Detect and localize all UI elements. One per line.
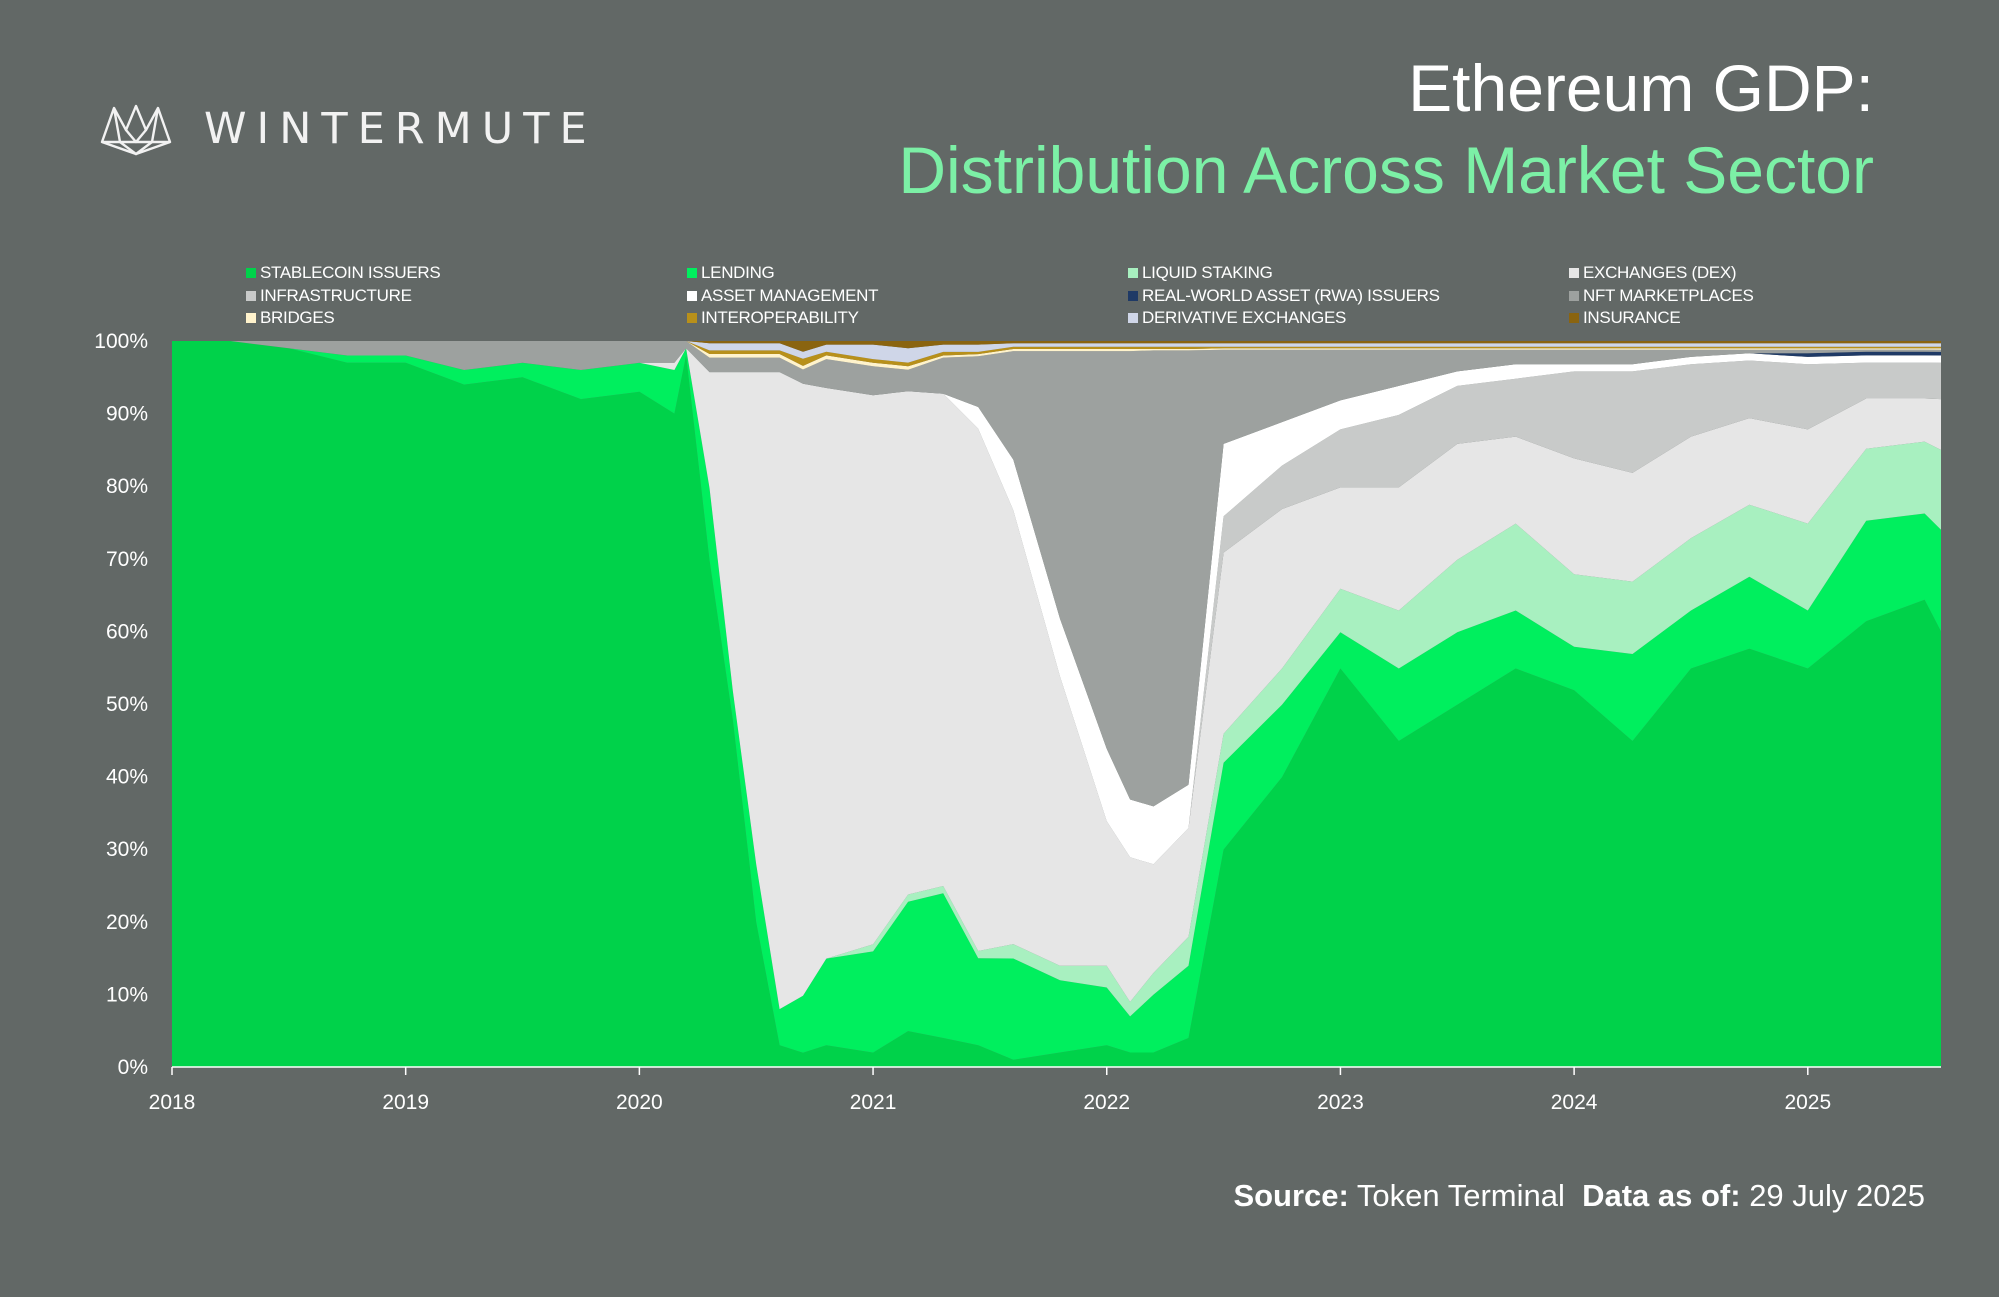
y-tick-label: 90% [106, 403, 148, 426]
legend-label: ASSET MANAGEMENT [701, 285, 879, 305]
legend-item: BRIDGES [246, 308, 335, 328]
legend-swatch [687, 313, 697, 323]
legend-item: NFT MARKETPLACES [1569, 286, 1754, 306]
legend-label: DERIVATIVE EXCHANGES [1142, 308, 1347, 327]
legend-swatch [1569, 313, 1579, 323]
x-tick-label: 2024 [1551, 1091, 1598, 1114]
legend-item: LENDING [687, 263, 775, 283]
y-tick-label: 100% [94, 330, 148, 353]
y-tick-label: 20% [106, 911, 148, 934]
legend-label: EXCHANGES (DEX) [1583, 263, 1737, 282]
legend-swatch [687, 290, 697, 301]
y-tick-label: 60% [106, 620, 148, 643]
y-tick-label: 80% [106, 475, 148, 498]
x-tick-label: 2019 [382, 1091, 429, 1114]
area-series-1 [172, 341, 1941, 1060]
legend-item: INTEROPERABILITY [687, 308, 859, 328]
legend-item: EXCHANGES (DEX) [1569, 263, 1737, 283]
source-value: Token Terminal [1356, 1178, 1565, 1213]
logo: WINTERMUTE [100, 100, 597, 158]
legend-label: STABLECOIN ISSUERS [260, 263, 441, 282]
x-tick-label: 2018 [149, 1091, 196, 1114]
x-tick-label: 2020 [616, 1091, 663, 1114]
area-series-0 [172, 341, 1941, 1067]
area-series-4 [172, 341, 1941, 865]
legend-swatch [1128, 290, 1138, 301]
legend-item: LIQUID STAKING [1128, 263, 1273, 283]
legend-swatch [1128, 313, 1138, 323]
legend-item: STABLECOIN ISSUERS [246, 263, 441, 283]
legend-label: LIQUID STAKING [1142, 263, 1273, 282]
area-series-3 [172, 341, 1941, 1010]
date-label: Data as of: [1582, 1178, 1741, 1213]
legend-swatch [1569, 268, 1579, 278]
legend-label: INSURANCE [1583, 308, 1681, 327]
legend-label: INFRASTRUCTURE [260, 285, 412, 305]
area-series-10 [172, 341, 1941, 363]
legend-swatch [246, 290, 256, 301]
legend-item: REAL-WORLD ASSET (RWA) ISSUERS [1128, 286, 1440, 306]
legend-swatch [246, 268, 256, 278]
legend-item: INSURANCE [1569, 308, 1681, 328]
legend-label: INTEROPERABILITY [701, 308, 859, 327]
x-tick-label: 2025 [1784, 1091, 1831, 1114]
legend-swatch [1569, 290, 1579, 301]
area-series-7 [172, 341, 1941, 807]
legend-swatch [246, 313, 256, 323]
area-series-9 [172, 341, 1941, 367]
legend-item: INFRASTRUCTURE [246, 286, 412, 306]
y-tick-label: 50% [106, 693, 148, 716]
area-series-11 [172, 341, 1941, 352]
legend-label: LENDING [701, 263, 775, 282]
y-tick-label: 10% [106, 983, 148, 1006]
y-tick-label: 30% [106, 838, 148, 861]
y-tick-label: 70% [106, 548, 148, 571]
source-label: Source: [1233, 1178, 1349, 1213]
legend-label: BRIDGES [260, 308, 335, 327]
legend-label: REAL-WORLD ASSET (RWA) ISSUERS [1142, 285, 1440, 305]
y-tick-label: 0% [118, 1056, 148, 1079]
legend-swatch [1128, 268, 1138, 278]
date-value: 29 July 2025 [1749, 1178, 1925, 1213]
legend-item: DERIVATIVE EXCHANGES [1128, 308, 1346, 328]
source-note: Source: Token Terminal Data as of: 29 Ju… [1233, 1178, 1925, 1214]
y-tick-label: 40% [106, 766, 148, 789]
legend-item: ASSET MANAGEMENT [687, 285, 879, 306]
logo-text: WINTERMUTE [204, 104, 597, 154]
x-tick-label: 2023 [1317, 1091, 1364, 1114]
wintermute-crown-icon [100, 104, 172, 156]
chart-title: Ethereum GDP: [1408, 51, 1874, 125]
x-tick-label: 2021 [850, 1091, 897, 1114]
legend-label: NFT MARKETPLACES [1583, 285, 1754, 305]
legend-swatch [687, 268, 697, 278]
chart-subtitle: Distribution Across Market Sector [898, 133, 1874, 207]
x-tick-label: 2022 [1083, 1091, 1130, 1114]
